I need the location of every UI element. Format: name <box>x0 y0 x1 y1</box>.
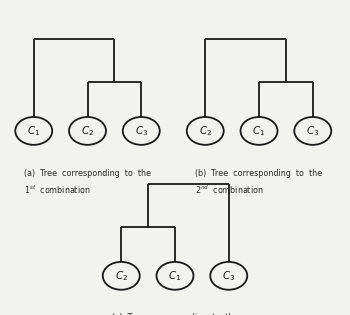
Ellipse shape <box>123 117 160 145</box>
Ellipse shape <box>15 117 52 145</box>
Ellipse shape <box>240 117 278 145</box>
Text: $C_{2}$: $C_{2}$ <box>199 124 212 138</box>
Text: $C_{3}$: $C_{3}$ <box>135 124 148 138</box>
Text: $C_{3}$: $C_{3}$ <box>306 124 320 138</box>
Ellipse shape <box>187 117 224 145</box>
Text: $C_{1}$: $C_{1}$ <box>27 124 40 138</box>
Text: $C_{2}$: $C_{2}$ <box>81 124 94 138</box>
Text: (c)  Tree  corresponding  to  the
$3^{rd}$  combination: (c) Tree corresponding to the $3^{rd}$ c… <box>112 313 238 315</box>
Text: $C_{1}$: $C_{1}$ <box>168 269 182 283</box>
Text: (a)  Tree  corresponding  to  the
$1^{st}$  combination: (a) Tree corresponding to the $1^{st}$ c… <box>24 169 151 196</box>
Ellipse shape <box>210 262 247 290</box>
Text: $C_{1}$: $C_{1}$ <box>252 124 266 138</box>
Text: $C_{3}$: $C_{3}$ <box>222 269 236 283</box>
Ellipse shape <box>294 117 331 145</box>
Ellipse shape <box>156 262 194 290</box>
Text: (b)  Tree  corresponding  to  the
$2^{nd}$  combination: (b) Tree corresponding to the $2^{nd}$ c… <box>195 169 323 196</box>
Text: $C_{2}$: $C_{2}$ <box>115 269 128 283</box>
Ellipse shape <box>103 262 140 290</box>
Ellipse shape <box>69 117 106 145</box>
